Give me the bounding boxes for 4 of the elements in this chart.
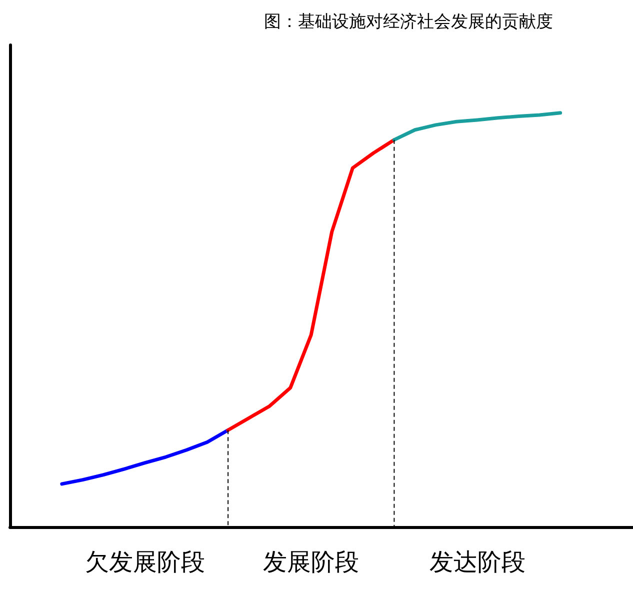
text: 欠发展阶段 [84,548,205,576]
text: 发达阶段 [429,548,526,576]
chart-title: 图：基础设施对经济社会发展的贡献度 [264,12,553,31]
text: 发展阶段 [263,548,360,576]
